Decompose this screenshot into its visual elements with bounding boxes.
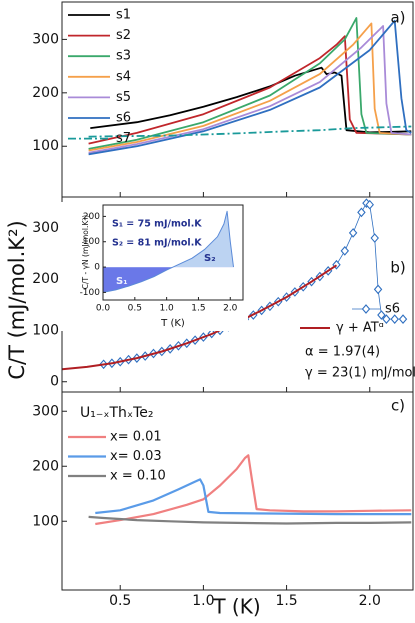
y-tick-label: 100 [83,237,100,247]
panel-label: a) [390,9,405,27]
y-tick-label: 300 [32,31,59,47]
legend-label: s4 [116,69,131,84]
legend-label: s3 [116,49,131,64]
x-tick-label: 0.5 [109,593,131,609]
x-tick-label: 0.5 [128,304,142,314]
legend-label: s6 [116,111,131,126]
data-point [348,228,358,238]
y-axis-label: C/T - γN (mJ/mol.K²) [81,215,90,290]
series-line [62,264,338,371]
data-point [373,284,383,295]
data-point [398,314,408,324]
annotation: S₁ [116,276,128,287]
series-line [95,478,412,516]
series-line [95,454,412,526]
y-tick-label: 0 [50,374,59,390]
data-point [340,246,350,256]
series-line [88,22,412,152]
panel-label: c) [391,397,405,415]
series-line [88,19,412,156]
legend-label: x= 0.03 [110,449,162,464]
legend-marker [361,304,371,314]
series-line [88,125,412,138]
annotation: S₂ = 81 mJ/mol.K [112,238,202,249]
series-line [103,210,234,293]
annotation: S₂ [204,253,216,264]
y-tick-label: 100 [32,138,59,154]
x-axis-label: T (K) [160,318,185,329]
x-tick-label: 2.0 [223,304,238,314]
y-tick-label: 300 [32,220,59,236]
x-axis-label: T (K) [212,595,260,619]
area-positive [173,211,234,268]
y-tick-label: 200 [32,271,59,287]
legend-label: γ + ATᵅ [336,321,384,336]
x-tick-label: 1.5 [275,593,297,609]
data-point [390,314,399,324]
legend-label: x= 0.01 [110,430,162,445]
legend-label: s2 [116,28,131,43]
series-line [88,515,412,525]
legend-label: s7 [116,131,131,146]
data-point [365,199,374,210]
data-point [370,233,379,243]
annotation: α = 1.97(4) [305,345,380,360]
legend-label: s1 [116,8,131,23]
y-axis-label: C/T (mJ/mol.K²) [5,220,29,379]
data-point [357,207,366,218]
plot-frame [61,391,414,591]
y-tick-label: 100 [32,322,59,338]
x-tick-label: 0.0 [96,304,111,314]
series-line [88,25,412,154]
y-tick-label: 100 [32,513,59,529]
annotation: S₁ = 75 mJ/mol.K [112,219,202,230]
x-tick-label: 2.0 [359,593,381,609]
x-tick-label: 1.0 [159,304,174,314]
annotation: γ = 23(1) mJ/mol.K² [305,366,415,381]
legend-label: s6 [385,302,400,317]
data-point [382,314,391,324]
y-tick-label: 200 [32,85,59,101]
x-tick-label: 1.0 [192,593,214,609]
y-tick-label: -100 [80,288,101,298]
y-tick-label: 200 [83,212,100,222]
x-tick-label: 1.5 [191,304,205,314]
data-point [377,310,386,320]
panel-label: b) [390,259,405,277]
plot-frame [102,204,244,301]
series-line [88,17,412,150]
legend-label: s5 [116,90,131,105]
legend-title: U₁₋ₓThₓTe₂ [80,405,154,421]
y-tick-label: 200 [32,458,59,474]
area-negative [103,267,234,293]
y-tick-label: 0 [94,263,100,273]
y-tick-label: 300 [32,403,59,419]
legend-label: x = 0.10 [110,469,166,484]
series-line [88,35,412,145]
